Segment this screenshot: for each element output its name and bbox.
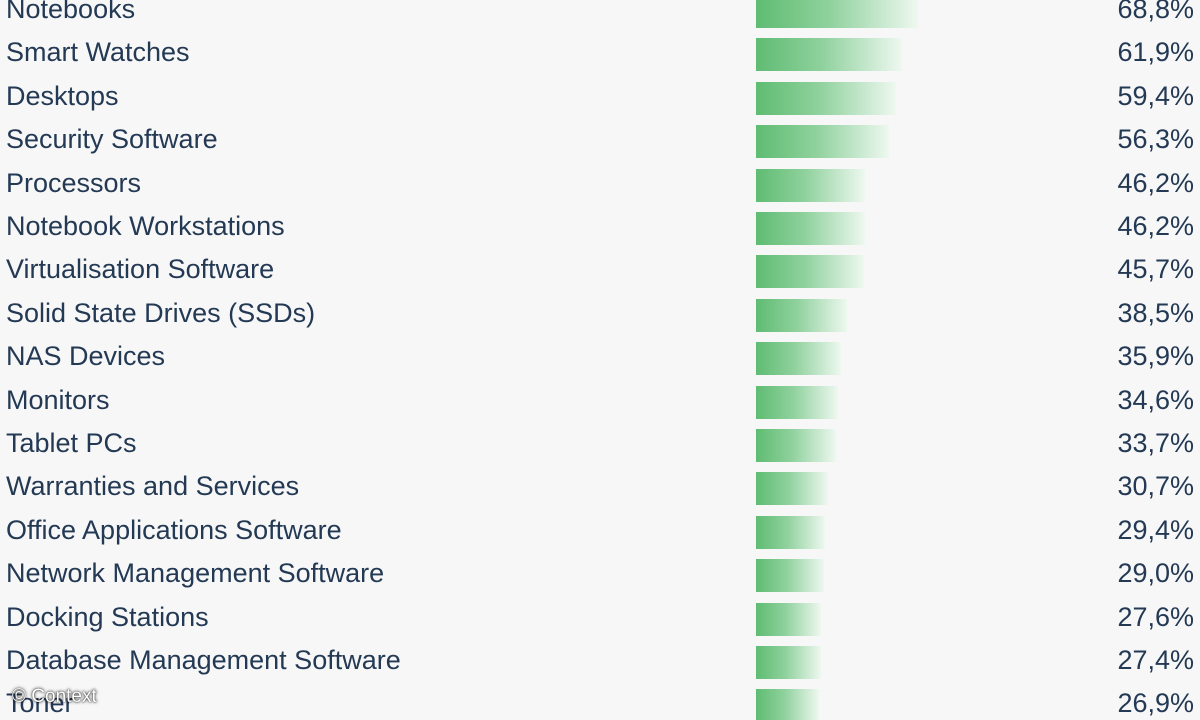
bar-row: Desktops 59,4% xyxy=(0,75,1200,118)
category-label: Network Management Software xyxy=(6,558,385,589)
category-label: NAS Devices xyxy=(6,341,166,372)
value-label: 29,0% xyxy=(1117,558,1194,589)
bar-row: NAS Devices 35,9% xyxy=(0,335,1200,378)
category-label: Virtualisation Software xyxy=(6,254,275,285)
bar xyxy=(756,168,866,202)
bar-row: Virtualisation Software 45,7% xyxy=(0,248,1200,291)
value-label: 38,5% xyxy=(1117,297,1194,328)
category-label: Security Software xyxy=(6,124,218,155)
category-label: Office Applications Software xyxy=(6,514,342,545)
bar-row: Solid State Drives (SSDs) 38,5% xyxy=(0,292,1200,335)
value-label: 33,7% xyxy=(1117,428,1194,458)
bar-row: Office Applications Software 29,4% xyxy=(0,509,1200,552)
value-label: 27,4% xyxy=(1117,645,1194,675)
category-label: Desktops xyxy=(6,80,119,111)
bar xyxy=(756,255,864,289)
value-label: 46,2% xyxy=(1117,167,1194,198)
value-label: 30,7% xyxy=(1117,471,1194,502)
bar xyxy=(756,559,825,593)
bar-row: Tablet PCs 33,7% xyxy=(0,422,1200,465)
bar xyxy=(756,472,829,506)
category-label: Tablet PCs xyxy=(6,428,137,458)
value-label: 46,2% xyxy=(1117,211,1194,241)
bar xyxy=(756,212,866,245)
value-label: 56,3% xyxy=(1117,124,1194,155)
category-label: Solid State Drives (SSDs) xyxy=(6,297,316,328)
bar-row: Notebooks 68,8% xyxy=(0,0,1200,31)
bar xyxy=(756,429,836,462)
bar xyxy=(756,342,841,376)
bar xyxy=(756,38,903,72)
value-label: 59,4% xyxy=(1117,80,1194,111)
value-label: 27,6% xyxy=(1117,601,1194,632)
bar xyxy=(756,515,826,549)
bar-row: Warranties and Services 30,7% xyxy=(0,465,1200,508)
bar xyxy=(756,646,821,679)
bar xyxy=(756,298,847,332)
bar xyxy=(756,0,919,28)
bar-row: Database Management Software 27,4% xyxy=(0,639,1200,682)
bar-row: Docking Stations 27,6% xyxy=(0,596,1200,639)
value-label: 68,8% xyxy=(1117,0,1194,24)
category-label: Smart Watches xyxy=(6,37,190,68)
value-label: 45,7% xyxy=(1117,254,1194,285)
category-label: Database Management Software xyxy=(6,645,401,675)
category-label: Notebooks xyxy=(6,0,136,24)
value-label: 29,4% xyxy=(1117,514,1194,545)
value-label: 34,6% xyxy=(1117,384,1194,415)
value-label: 35,9% xyxy=(1117,341,1194,372)
category-label: Warranties and Services xyxy=(6,471,300,502)
bar-row: Notebook Workstations 46,2% xyxy=(0,205,1200,248)
category-label: Notebook Workstations xyxy=(6,211,285,241)
bar xyxy=(756,385,838,419)
bar-row: Security Software 56,3% xyxy=(0,118,1200,161)
bar xyxy=(756,125,889,159)
category-label: Monitors xyxy=(6,384,110,415)
category-label: Processors xyxy=(6,167,142,198)
bar xyxy=(756,602,822,636)
category-label: Toner xyxy=(6,688,74,719)
bar xyxy=(756,81,897,115)
bar-row: Processors 46,2% xyxy=(0,162,1200,205)
bar-row: Toner 26,9% xyxy=(0,682,1200,720)
bar-row: Smart Watches 61,9% xyxy=(0,31,1200,74)
bar xyxy=(756,689,820,720)
bar-row: Network Management Software 29,0% xyxy=(0,552,1200,595)
category-label: Docking Stations xyxy=(6,601,209,632)
bar-row: Monitors 34,6% xyxy=(0,379,1200,422)
value-label: 61,9% xyxy=(1117,37,1194,68)
watermark: © Context xyxy=(12,686,97,707)
value-label: 26,9% xyxy=(1117,688,1194,719)
